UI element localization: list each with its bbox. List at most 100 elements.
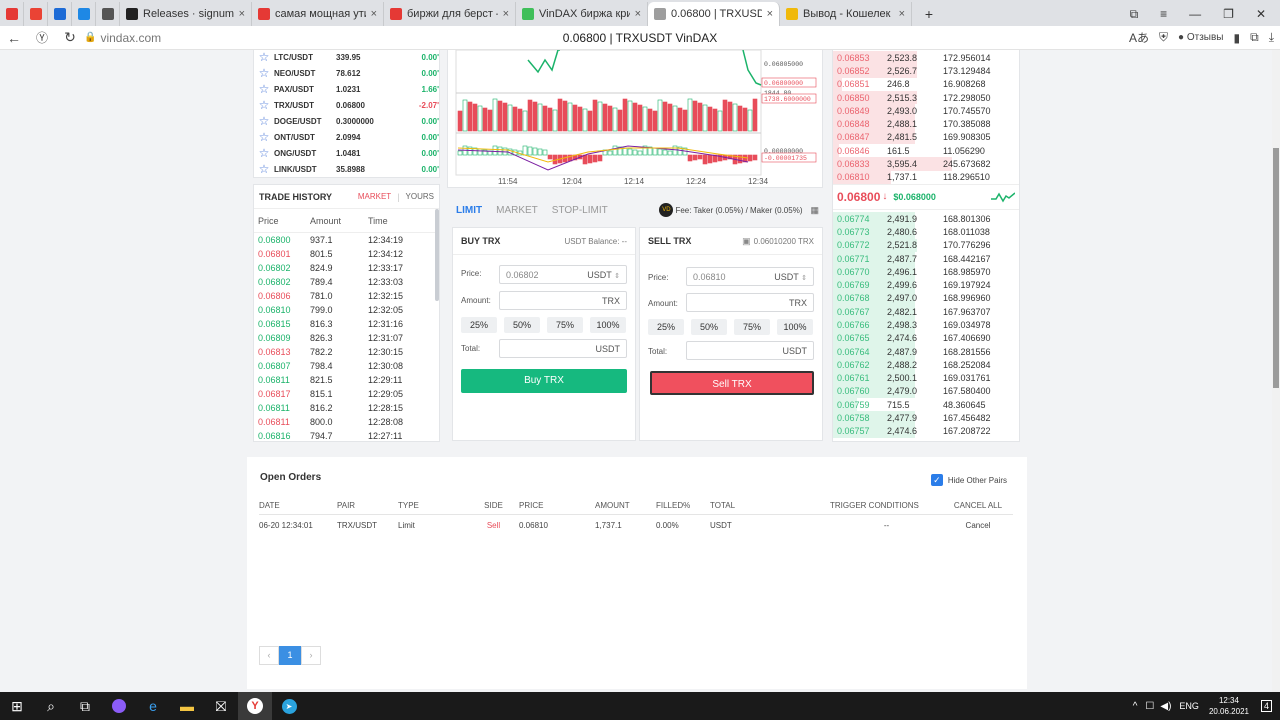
cancel-order-button[interactable]: Cancel (965, 520, 991, 530)
start-icon[interactable]: ⊞ (11, 697, 23, 714)
minimize-icon[interactable]: — (1189, 7, 1202, 21)
market-row[interactable]: ☆ LINK/USDT 35.8988 0.00' (254, 161, 439, 177)
browser-tab[interactable]: 0.06800 | TRXUSDT VinD × (648, 2, 780, 26)
bid-row[interactable]: 0.06773 2,480.6 168.011038 (833, 225, 1019, 239)
chart-canvas[interactable]: 11:54 12:04 12:14 12:24 12:34 0.06805000 0.068… (448, 49, 822, 187)
menu-icon[interactable]: ≡ (1160, 7, 1168, 21)
protect-icon[interactable]: ⛨ (1159, 30, 1169, 44)
sell-price-input[interactable]: 0.06810 USDT ⇕ (686, 267, 814, 286)
tabs-icon[interactable]: ⧉ (1129, 6, 1139, 21)
ask-row[interactable]: 0.06810 1,737.1 118.296510 (833, 170, 1019, 184)
bid-row[interactable]: 0.06757 2,474.6 167.208722 (833, 424, 1019, 439)
ask-row[interactable]: 0.06833 3,595.4 245.673682 (833, 157, 1019, 171)
bid-row[interactable]: 0.06759 715.5 48.360645 (833, 398, 1019, 412)
network-icon[interactable]: ☐ (1145, 700, 1155, 712)
checkbox-checked-icon[interactable]: ✓ (930, 474, 943, 486)
bid-row[interactable]: 0.06762 2,488.2 168.252084 (833, 358, 1019, 372)
browser-tab[interactable]: Releases · signum-network × (120, 2, 252, 26)
browser-tab[interactable]: VinDAX биржа криптовал × (516, 2, 648, 26)
market-row[interactable]: ☆ TRX/USDT 0.06800 -2.07' (254, 97, 439, 113)
sell-percent-button[interactable]: 75% (734, 319, 770, 335)
browser-tab[interactable]: Вывод - Кошелек - Безоп × (780, 2, 912, 26)
alice-icon[interactable] (102, 692, 136, 720)
buy-amount-input[interactable]: TRX (499, 291, 627, 310)
page-next-button[interactable]: › (301, 646, 321, 665)
bid-row[interactable]: 0.06774 2,491.9 168.801306 (833, 211, 1019, 226)
browser-tab[interactable] (48, 2, 72, 26)
close-window-icon[interactable]: ✕ (1255, 7, 1266, 21)
bookmark-icon[interactable]: ▮ (1233, 30, 1241, 45)
star-icon[interactable]: ☆ (258, 130, 270, 144)
buy-percent-button[interactable]: 100% (590, 317, 626, 333)
close-tab-icon[interactable]: × (238, 8, 245, 20)
ask-row[interactable]: 0.06851 246.8 16.908268 (833, 77, 1019, 91)
ask-row[interactable]: 0.06846 161.5 11.056290 (833, 144, 1019, 158)
scrollbar[interactable] (435, 209, 439, 301)
market-row[interactable]: ☆ PAX/USDT 1.0231 1.66' (254, 81, 439, 97)
star-icon[interactable]: ☆ (258, 162, 270, 176)
sell-total-input[interactable]: USDT (686, 341, 814, 360)
market-row[interactable]: ☆ NEO/USDT 78.612 0.00' (254, 65, 439, 81)
reload-icon[interactable]: ↻ (64, 29, 76, 45)
ask-row[interactable]: 0.06850 2,515.3 172.298050 (833, 90, 1019, 105)
browser-tab[interactable] (72, 2, 96, 26)
ask-row[interactable]: 0.06848 2,488.1 170.385088 (833, 117, 1019, 131)
stepper-icon[interactable]: ⇕ (614, 272, 620, 280)
page-scrollbar[interactable] (1272, 50, 1280, 692)
sell-amount-input[interactable]: TRX (686, 293, 814, 312)
notification-icon[interactable]: 4 (1260, 700, 1272, 712)
tab-stop-limit[interactable]: STOP-LIMIT (551, 204, 608, 216)
market-row[interactable]: ☆ LTC/USDT 339.95 0.00' (254, 49, 439, 65)
collections-icon[interactable]: ⧉ (1250, 30, 1259, 44)
yandex-browser-icon[interactable]: Y (238, 692, 272, 720)
star-icon[interactable]: ☆ (258, 82, 270, 96)
sell-percent-button[interactable]: 25% (648, 319, 684, 335)
hide-other-pairs[interactable]: ✓ Hide Other Pairs (930, 474, 1007, 486)
search-icon[interactable]: ⌕ (47, 697, 55, 714)
clock[interactable]: 12:34 20.06.2021 (1209, 695, 1249, 717)
buy-percent-button[interactable]: 50% (504, 317, 540, 333)
bid-row[interactable]: 0.06768 2,497.0 168.996960 (833, 291, 1019, 306)
buy-price-input[interactable]: 0.06802 USDT ⇕ (499, 265, 627, 284)
ask-row[interactable]: 0.06853 2,523.8 172.956014 (833, 51, 1019, 65)
star-icon[interactable]: ☆ (258, 114, 270, 128)
file-explorer-icon[interactable]: ▬ (180, 698, 194, 714)
bid-row[interactable]: 0.06772 2,521.8 170.776296 (833, 238, 1019, 252)
volume-icon[interactable]: ◀) (1160, 700, 1172, 712)
ask-row[interactable]: 0.06849 2,493.0 170.745570 (833, 104, 1019, 118)
sell-percent-button[interactable]: 50% (691, 319, 727, 335)
page-scrollbar-thumb[interactable] (1273, 148, 1279, 388)
bid-row[interactable]: 0.06765 2,474.6 167.406690 (833, 331, 1019, 345)
bid-row[interactable]: 0.06764 2,487.9 168.281556 (833, 344, 1019, 359)
tray-chevron-icon[interactable]: ^ (1132, 700, 1138, 712)
close-tab-icon[interactable]: × (766, 8, 773, 20)
close-tab-icon[interactable]: × (502, 8, 509, 20)
page-prev-button[interactable]: ‹ (259, 646, 279, 665)
close-tab-icon[interactable]: × (370, 8, 377, 20)
market-row[interactable]: ☆ ONG/USDT 1.0481 0.00' (254, 145, 439, 161)
bid-row[interactable]: 0.06758 2,477.9 167.456482 (833, 411, 1019, 425)
ask-row[interactable]: 0.06852 2,526.7 173.129484 (833, 64, 1019, 78)
reviews-button[interactable]: ● Отзывы (1178, 32, 1224, 43)
buy-percent-button[interactable]: 25% (461, 317, 497, 333)
browser-tab[interactable] (24, 2, 48, 26)
yandex-home-icon[interactable]: Ⓨ (35, 31, 48, 45)
buy-percent-button[interactable]: 75% (547, 317, 583, 333)
sell-button[interactable]: Sell TRX (650, 371, 814, 395)
market-row[interactable]: ☆ ONT/USDT 2.0994 0.00' (254, 129, 439, 145)
task-view-icon[interactable]: ⧉ (80, 697, 90, 714)
browser-tab[interactable]: самая мощная утилита дл × (252, 2, 384, 26)
bid-row[interactable]: 0.06761 2,500.1 169.031761 (833, 371, 1019, 385)
open-orders-col-header[interactable]: CANCEL ALL (953, 501, 1003, 510)
back-icon[interactable]: ← (7, 29, 21, 46)
close-tab-icon[interactable]: × (634, 8, 641, 20)
star-icon[interactable]: ☆ (258, 66, 270, 80)
bid-row[interactable]: 0.06770 2,496.1 168.985970 (833, 265, 1019, 279)
close-tab-icon[interactable]: × (898, 8, 905, 20)
download-icon[interactable]: ⤓ (1268, 30, 1274, 44)
buy-button[interactable]: Buy TRX (461, 369, 627, 393)
bid-row[interactable]: 0.06769 2,499.6 169.197924 (833, 278, 1019, 292)
stepper-icon[interactable]: ⇕ (801, 274, 807, 282)
tab-limit[interactable]: LIMIT (456, 204, 483, 216)
bid-row[interactable]: 0.06771 2,487.7 168.442167 (833, 251, 1019, 266)
